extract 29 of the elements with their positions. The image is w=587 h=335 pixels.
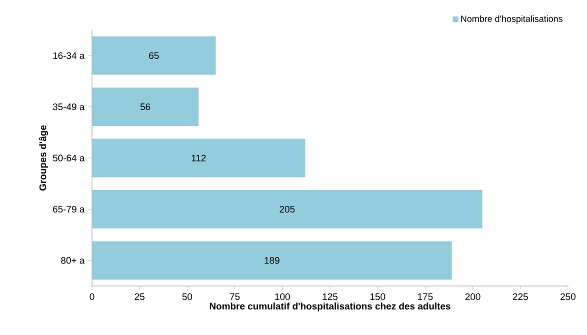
bar — [92, 88, 199, 126]
data-label: 65 — [149, 52, 159, 59]
x-tick-label: 50 — [182, 293, 192, 300]
x-tick-label: 150 — [370, 293, 386, 300]
bar — [92, 241, 452, 280]
bar — [92, 190, 482, 228]
x-tick-label: 25 — [134, 293, 144, 300]
y-tick-label: 65-79 a — [53, 206, 85, 213]
data-label: 205 — [280, 206, 295, 213]
data-label: 56 — [140, 103, 150, 110]
legend-label: Nombre d'hospitalisations — [461, 15, 562, 24]
y-axis-title: Groupes d'âge — [38, 125, 48, 191]
x-tick-label: 0 — [90, 293, 94, 300]
x-tick-label: 225 — [512, 293, 528, 300]
x-tick-label: 175 — [418, 293, 433, 300]
bar — [92, 36, 216, 75]
x-tick-label: 200 — [465, 293, 480, 300]
data-label: 189 — [264, 257, 280, 264]
y-tick-label: 35-49 a — [52, 103, 85, 110]
y-tick-label: 80+ a — [61, 257, 85, 264]
data-label: 112 — [192, 154, 206, 162]
y-tick-label: 16-34 a — [53, 52, 85, 59]
x-tick-label: 250 — [560, 293, 576, 300]
x-tick-label: 75 — [230, 293, 240, 300]
y-tick-label: 50-64 a — [52, 154, 85, 162]
x-axis-title: Nombre cumulatif d'hospitalisations chez des adultes — [210, 302, 450, 312]
x-tick-label: 100 — [275, 293, 290, 300]
x-tick-label: 125 — [322, 293, 338, 300]
bar — [92, 138, 306, 178]
